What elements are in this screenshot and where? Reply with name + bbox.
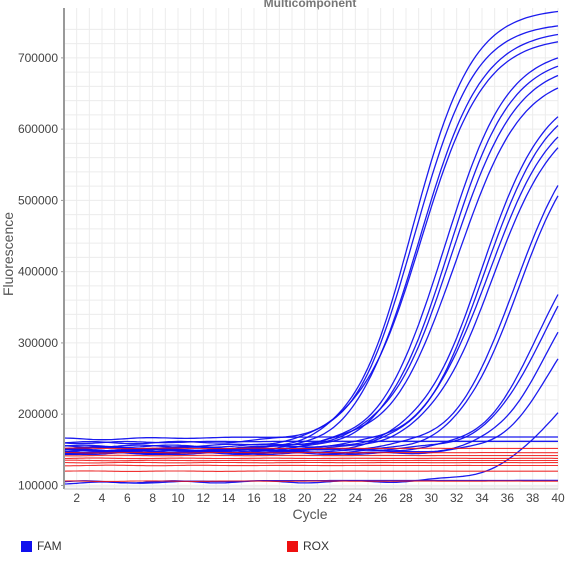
fam-curve xyxy=(63,436,558,441)
y-tick-label: 600000 xyxy=(18,122,58,136)
fam-curve xyxy=(63,136,559,450)
x-tick-label: 2 xyxy=(73,491,80,505)
rox-curve xyxy=(63,461,558,464)
x-tick-label: 10 xyxy=(171,491,185,505)
x-tick-label: 12 xyxy=(197,491,211,505)
fam-curve xyxy=(64,57,559,452)
y-tick-label: 700000 xyxy=(18,51,58,65)
rox-curve xyxy=(64,480,558,482)
legend-rox[interactable]: ROX xyxy=(287,536,329,556)
x-tick-label: 4 xyxy=(99,491,106,505)
y-tick-label: 200000 xyxy=(18,407,58,421)
grid xyxy=(63,8,559,489)
fam-curve xyxy=(63,65,559,453)
x-tick-label: 26 xyxy=(374,491,388,505)
y-tick-label: 300000 xyxy=(18,336,58,350)
fam-curve xyxy=(63,305,559,452)
fam-curve xyxy=(63,25,559,448)
fam-curve xyxy=(63,125,559,454)
fam-curve xyxy=(63,412,559,484)
fam-curve xyxy=(63,195,559,455)
rox-curve xyxy=(64,447,558,450)
rox-curve xyxy=(63,451,558,454)
x-tick-label: 36 xyxy=(501,491,515,505)
fam-label: FAM xyxy=(37,539,62,553)
rox-curve xyxy=(63,470,558,472)
x-tick-label: 18 xyxy=(273,491,287,505)
x-tick-label: 38 xyxy=(526,491,540,505)
x-axis-title: Cycle xyxy=(292,506,327,522)
x-tick-label: 30 xyxy=(425,491,439,505)
fam-curve xyxy=(63,41,559,445)
fam-curve xyxy=(63,185,559,452)
chart-title: Multicomponent xyxy=(264,0,357,10)
rox-label: ROX xyxy=(303,539,330,553)
axes: 2 4 6 8 10 12 14 16 18 20 22 24 26 28 30 32 34 36 38 401000… xyxy=(18,8,565,505)
rox-curve xyxy=(64,464,558,467)
x-tick-label: 6 xyxy=(124,491,131,505)
y-tick-label: 400000 xyxy=(18,265,58,279)
rox-curve xyxy=(64,459,558,462)
fam-curve xyxy=(63,147,559,453)
x-tick-label: 32 xyxy=(450,491,464,505)
legend-fam[interactable]: FAM xyxy=(21,536,62,556)
x-tick-label: 28 xyxy=(399,491,413,505)
x-tick-label: 20 xyxy=(298,491,312,505)
x-tick-label: 14 xyxy=(222,491,236,505)
x-tick-label: 8 xyxy=(149,491,156,505)
x-tick-label: 16 xyxy=(247,491,261,505)
y-axis-title: Fluorescence xyxy=(0,212,16,296)
fam-swatch xyxy=(21,540,32,552)
fam-curve xyxy=(63,87,559,448)
x-tick-label: 40 xyxy=(551,491,565,505)
y-tick-label: 500000 xyxy=(18,193,58,207)
rox-curve xyxy=(64,457,558,460)
fam-curve xyxy=(63,440,558,445)
rox-curve xyxy=(63,454,558,457)
rox-swatch xyxy=(287,540,298,552)
fam-curve xyxy=(63,33,559,456)
fam-curve xyxy=(64,358,559,456)
x-tick-label: 22 xyxy=(323,491,337,505)
x-tick-label: 24 xyxy=(349,491,363,505)
x-tick-label: 34 xyxy=(475,491,489,505)
y-tick-label: 100000 xyxy=(18,478,58,492)
plot-area xyxy=(63,10,559,485)
